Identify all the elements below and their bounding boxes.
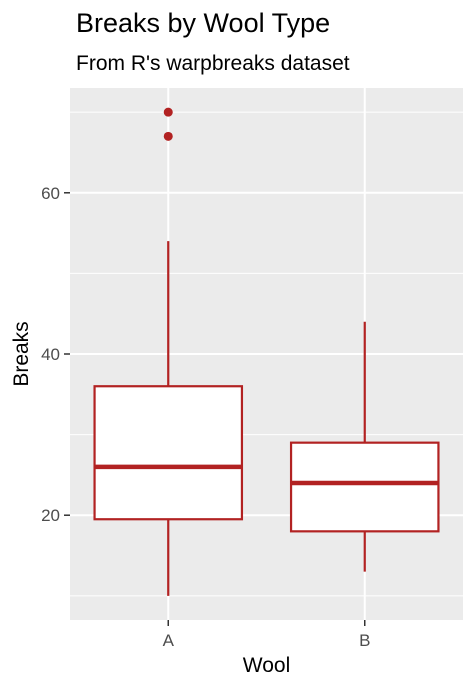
chart-title: Breaks by Wool Type: [76, 8, 331, 38]
box-iqr: [93, 385, 244, 521]
y-axis-ticks: 20 40 60: [41, 184, 70, 525]
y-tick-label: 40: [41, 345, 60, 364]
box-iqr: [289, 441, 440, 533]
outlier-point: [163, 107, 173, 117]
boxplot-series: [93, 107, 440, 596]
outlier-point: [163, 131, 173, 141]
y-tick-label: 20: [41, 506, 60, 525]
box-B: [289, 321, 440, 572]
x-tick-label: A: [163, 631, 175, 650]
chart-subtitle: From R's warpbreaks dataset: [76, 52, 350, 75]
x-tick-label: B: [359, 631, 370, 650]
y-tick-label: 60: [41, 184, 60, 203]
box-A: [93, 107, 244, 596]
x-axis-title: Wool: [243, 654, 290, 677]
y-axis-title: Breaks: [10, 321, 33, 386]
